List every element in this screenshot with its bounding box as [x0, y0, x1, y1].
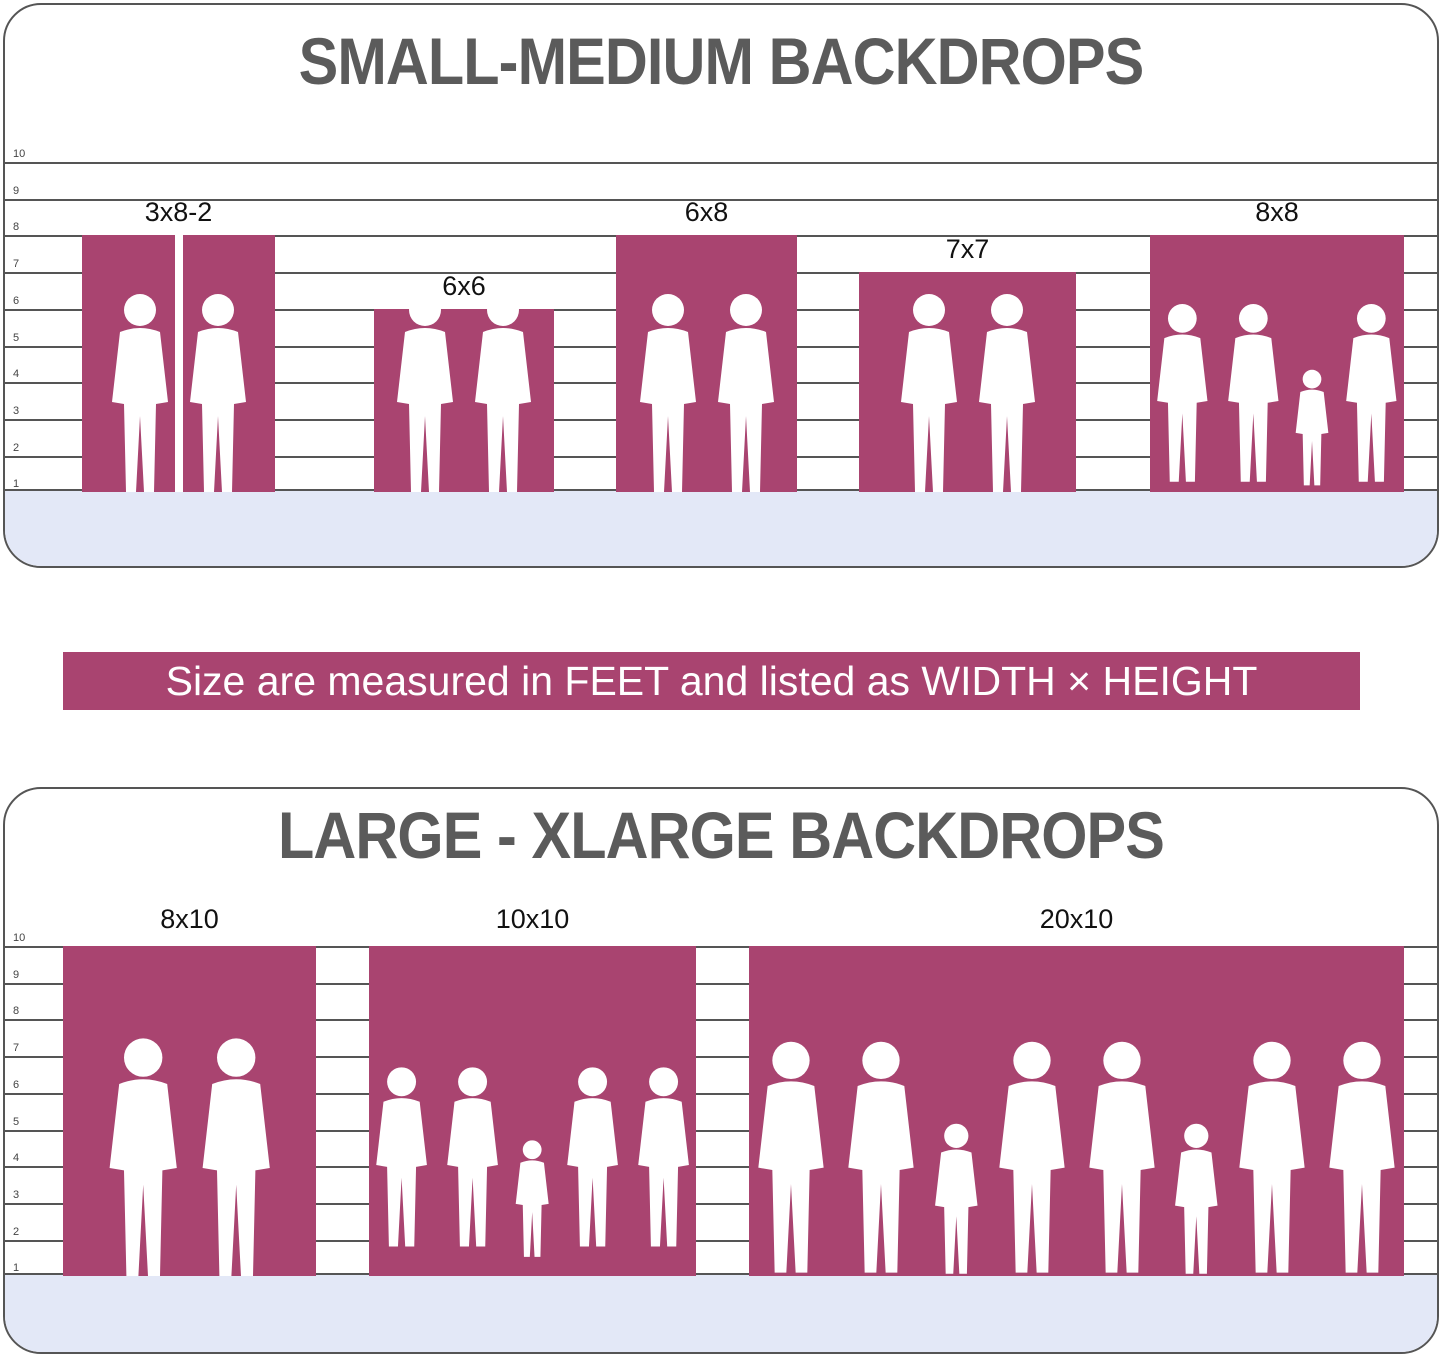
silhouettes — [749, 1036, 1404, 1276]
scale-gridline — [5, 946, 1437, 948]
person-silhouette-icon — [516, 1140, 549, 1258]
scale-gridline — [5, 1056, 1437, 1059]
scale-gridline — [5, 198, 1437, 201]
backdrop-size-label: 7x7 — [945, 234, 990, 265]
scale-label: 7 — [13, 1042, 20, 1055]
scale-label: 2 — [13, 1225, 20, 1238]
large-xlarge-title: LARGE - XLARGE BACKDROPS — [278, 798, 1165, 872]
scale-label: 2 — [13, 441, 20, 454]
scale-label: 9 — [13, 184, 20, 197]
scale-label: 1 — [13, 1262, 20, 1275]
person-silhouette-icon — [639, 294, 696, 493]
scale-label: 5 — [13, 331, 20, 344]
person-silhouette-icon — [111, 294, 168, 493]
person-silhouette-icon — [475, 294, 531, 493]
person-silhouette-icon — [1329, 1042, 1395, 1273]
backdrop-3x8-2 — [82, 235, 275, 493]
scale-gridline — [5, 1019, 1437, 1022]
backdrop-8x8 — [1150, 235, 1404, 493]
person-silhouette-icon — [1157, 304, 1208, 483]
person-silhouette-icon — [1295, 370, 1329, 486]
person-silhouette-icon — [447, 1067, 499, 1247]
person-silhouette-icon — [189, 294, 246, 493]
scale-label: 6 — [13, 1078, 20, 1091]
person-silhouette-icon — [978, 294, 1035, 493]
scale-gridline — [5, 1092, 1437, 1095]
person-silhouette-icon — [202, 1038, 270, 1277]
silhouettes — [859, 292, 1076, 493]
silhouettes — [1150, 292, 1404, 492]
scale-gridline — [5, 982, 1437, 985]
scale-label: 4 — [13, 1152, 20, 1165]
scale-gridline — [5, 1129, 1437, 1132]
silhouettes — [63, 1036, 316, 1277]
person-silhouette-icon — [1227, 304, 1279, 483]
silhouettes — [374, 292, 554, 493]
scale-label: 10 — [13, 148, 26, 160]
backdrop-size-label: 3x8-2 — [144, 197, 213, 228]
scale-gridline — [5, 1202, 1437, 1205]
scale-label: 7 — [13, 258, 20, 271]
backdrop-7x7 — [859, 272, 1076, 493]
large-xlarge-panel: LARGE - XLARGE BACKDROPS 10 9 8 7 6 5 4 3 2 1 8x10… — [3, 787, 1439, 1354]
scale-label: 10 — [13, 932, 26, 944]
scale-label: 3 — [13, 1188, 20, 1201]
scale-gridline — [5, 1166, 1437, 1169]
person-silhouette-icon — [1088, 1042, 1155, 1273]
person-silhouette-icon — [566, 1067, 618, 1247]
person-silhouette-icon — [717, 294, 774, 493]
person-silhouette-icon — [638, 1067, 689, 1247]
scale-label: 5 — [13, 1115, 20, 1128]
backdrop-20x10 — [749, 946, 1404, 1277]
silhouettes — [82, 292, 275, 493]
units-banner: Size are measured in FEET and listed as … — [63, 652, 1360, 710]
scale-gridline — [5, 1239, 1437, 1242]
silhouettes — [616, 292, 797, 493]
panel-divider — [174, 235, 183, 493]
backdrop-8x10 — [63, 946, 316, 1277]
backdrop-size-label: 20x10 — [1039, 904, 1114, 934]
person-silhouette-icon — [998, 1042, 1065, 1273]
person-silhouette-icon — [848, 1042, 914, 1273]
person-silhouette-icon — [1346, 304, 1397, 483]
person-silhouette-icon — [397, 294, 453, 493]
backdrop-6x6 — [374, 294, 554, 493]
scale-label: 8 — [13, 1005, 20, 1018]
person-silhouette-icon — [376, 1067, 427, 1247]
person-silhouette-icon — [900, 294, 957, 493]
scale-gridline — [5, 162, 1437, 164]
person-silhouette-icon — [1239, 1042, 1305, 1273]
silhouettes — [369, 1036, 696, 1276]
scale-label: 6 — [13, 294, 20, 307]
floor — [5, 489, 1437, 566]
backdrop-size-label: 6x6 — [442, 270, 486, 301]
scale-label: 9 — [13, 968, 20, 981]
backdrop-6x8 — [616, 235, 797, 493]
backdrop-size-label: 8x8 — [1255, 197, 1299, 228]
person-silhouette-icon — [1175, 1124, 1218, 1275]
backdrop-size-label: 10x10 — [495, 904, 570, 934]
backdrop-size-label: 8x10 — [160, 904, 219, 934]
scale-label: 4 — [13, 368, 20, 381]
small-medium-panel: SMALL-MEDIUM BACKDROPS 10 9 8 7 6 5 4 3 2 1 3x8-2 6… — [3, 3, 1439, 568]
scale-label: 8 — [13, 221, 20, 234]
small-medium-title: SMALL-MEDIUM BACKDROPS — [298, 24, 1145, 98]
person-silhouette-icon — [758, 1042, 824, 1273]
floor — [5, 1273, 1437, 1352]
person-silhouette-icon — [109, 1038, 177, 1277]
scale-label: 1 — [13, 478, 20, 491]
scale-label: 3 — [13, 404, 20, 417]
backdrop-size-label: 6x8 — [684, 197, 729, 228]
backdrop-10x10 — [369, 946, 696, 1277]
person-silhouette-icon — [935, 1124, 978, 1275]
